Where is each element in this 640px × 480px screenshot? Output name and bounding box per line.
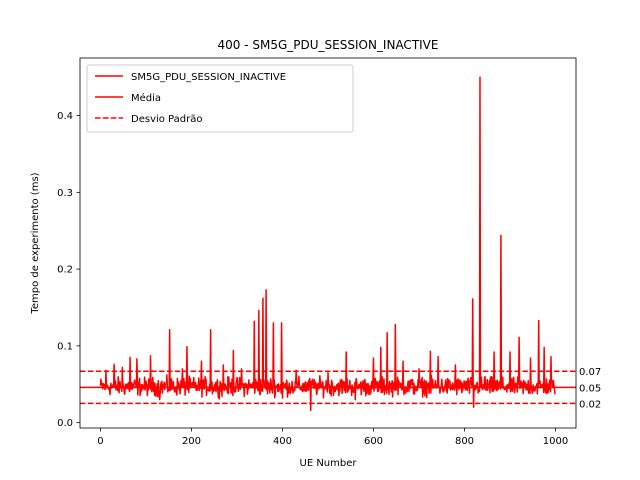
- x-tick-label: 200: [182, 436, 201, 447]
- reference-value-label: 0.07: [579, 367, 601, 378]
- legend-label-std: Desvio Padrão: [131, 114, 202, 125]
- plot-area: [80, 76, 576, 412]
- x-tick-label: 0: [97, 436, 103, 447]
- reference-value-label: 0.05: [579, 383, 601, 394]
- y-tick-label: 0.3: [57, 188, 73, 199]
- reference-value-label: 0.02: [579, 399, 601, 410]
- x-tick-label: 800: [455, 436, 474, 447]
- y-axis-label: Tempo de experimento (ms): [30, 172, 41, 314]
- y-tick-label: 0.4: [57, 111, 73, 122]
- y-tick-label: 0.2: [57, 265, 73, 276]
- legend-label-mean: Média: [131, 92, 161, 104]
- y-tick-label: 0.1: [57, 341, 73, 352]
- reference-value-labels: 0.07 0.05 0.02: [579, 367, 601, 410]
- x-tick-label: 400: [273, 436, 292, 447]
- y-tick-label: 0.0: [57, 418, 73, 429]
- x-axis-label: UE Number: [300, 458, 358, 469]
- x-axis: 0 200 400 600 800 1000: [97, 428, 568, 447]
- x-tick-label: 1000: [543, 436, 568, 447]
- chart-title: 400 - SM5G_PDU_SESSION_INACTIVE: [218, 38, 439, 52]
- legend-label-series: SM5G_PDU_SESSION_INACTIVE: [131, 72, 286, 83]
- axes-frame: [79, 57, 577, 429]
- legend: SM5G_PDU_SESSION_INACTIVE Média Desvio P…: [86, 64, 354, 133]
- y-axis: 0.0 0.1 0.2 0.3 0.4: [57, 111, 80, 429]
- legend-frame: [86, 64, 354, 133]
- series-line: [99, 76, 556, 412]
- x-tick-label: 600: [364, 436, 383, 447]
